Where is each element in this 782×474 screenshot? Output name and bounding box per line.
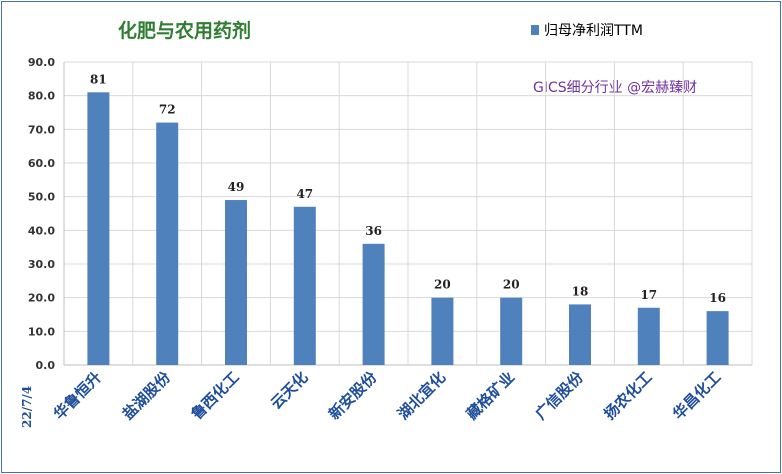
- y-tick-label: 10.0: [28, 325, 55, 338]
- data-label: 18: [572, 284, 589, 298]
- y-tick-label: 80.0: [28, 90, 55, 103]
- x-axis-labels: 华鲁恒升 盐湖股份 鲁西化工 云天化 新安股份 湖北宜化 藏格矿业 广信股份 扬农化工 华昌化工: [50, 367, 724, 423]
- data-label: 20: [434, 278, 451, 292]
- bar: [362, 243, 385, 365]
- bar: [637, 307, 660, 365]
- x-tick-label: 华昌化工: [669, 368, 724, 423]
- data-label: 36: [365, 224, 382, 238]
- x-tick-label: 云天化: [267, 368, 312, 413]
- y-tick-label: 0.0: [36, 359, 56, 372]
- data-label: 47: [296, 187, 313, 201]
- y-axis-ticks: 0.0 10.0 20.0 30.0 40.0 50.0 60.0 70.0 80.0 90.0: [28, 56, 55, 372]
- bars: [87, 92, 729, 366]
- data-label: 49: [228, 180, 245, 194]
- bar: [500, 297, 523, 365]
- bar: [87, 92, 110, 366]
- data-label: 20: [503, 278, 520, 292]
- x-tick-label: 新安股份: [325, 367, 381, 423]
- x-tick-label: 藏格矿业: [463, 368, 518, 423]
- watermark-text: GICS细分行业 @宏赫臻财: [533, 80, 697, 96]
- x-tick-label: 湖北宜化: [394, 368, 449, 423]
- date-label: 22/7/4: [20, 386, 34, 428]
- y-tick-label: 90.0: [28, 56, 55, 69]
- data-label: 72: [159, 103, 176, 117]
- y-tick-label: 70.0: [28, 123, 55, 136]
- bar: [293, 206, 316, 365]
- x-tick-label: 鲁西化工: [188, 368, 243, 423]
- y-tick-label: 30.0: [28, 258, 55, 271]
- legend-label: 归母净利润TTM: [544, 22, 643, 39]
- x-tick-label: 华鲁恒升: [50, 368, 105, 423]
- data-label: 16: [709, 291, 726, 305]
- data-label: 17: [640, 288, 657, 302]
- bar: [706, 311, 729, 365]
- gridlines: [63, 61, 753, 366]
- x-tick-label: 扬农化工: [600, 368, 655, 423]
- y-tick-label: 50.0: [28, 191, 55, 204]
- bar: [431, 297, 454, 365]
- y-tick-label: 60.0: [28, 157, 55, 170]
- legend-swatch: [531, 25, 539, 35]
- x-tick-label: 广信股份: [532, 367, 588, 423]
- data-labels: 81 72 49 47 36 20 20 18 17 16: [90, 72, 726, 305]
- y-tick-label: 40.0: [28, 224, 55, 237]
- data-label: 81: [90, 72, 107, 86]
- bar: [569, 304, 591, 365]
- chart-title: 化肥与农用药剂: [118, 19, 251, 42]
- bar: [225, 200, 247, 365]
- y-tick-label: 20.0: [28, 292, 55, 305]
- bar: [156, 122, 179, 365]
- x-tick-label: 盐湖股份: [119, 367, 175, 423]
